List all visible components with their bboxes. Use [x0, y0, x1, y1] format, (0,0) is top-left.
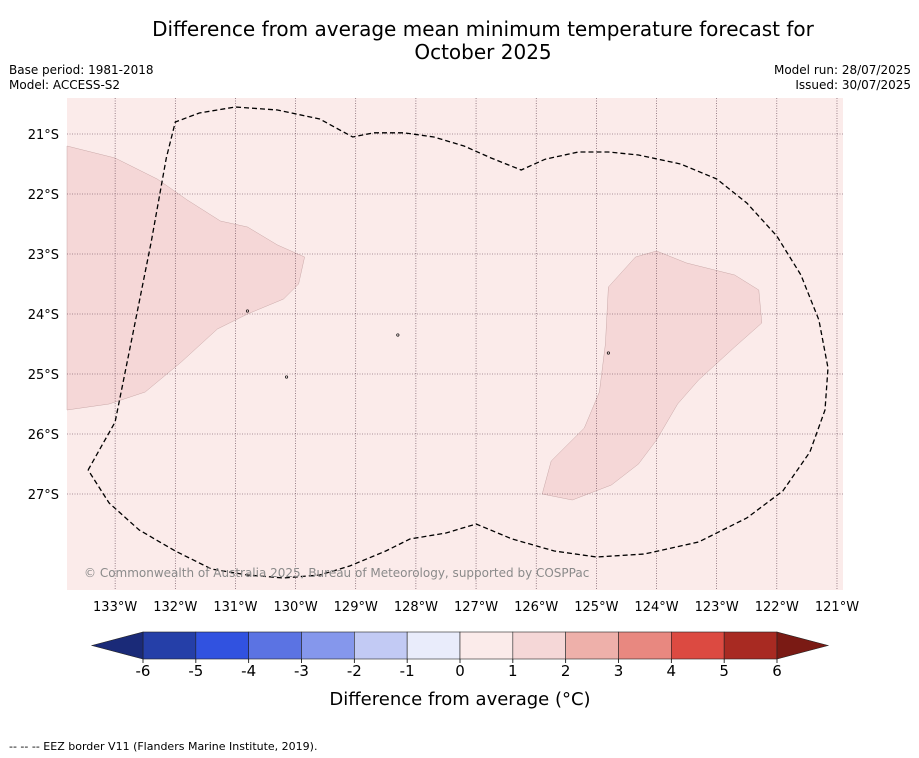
copyright-watermark: © Commonwealth of Australia 2025, Bureau… [84, 566, 589, 580]
lon-tick-label: 126°W [514, 600, 558, 615]
lat-tick-label: 27°S [28, 488, 59, 503]
island-marker [285, 375, 289, 379]
eez-footnote: -- -- -- EEZ border V11 (Flanders Marine… [9, 740, 318, 753]
colorbar-segment [354, 631, 408, 660]
title-line-1: Difference from average mean minimum tem… [152, 17, 814, 41]
info-right: Model run: 28/07/2025 Issued: 30/07/2025 [774, 63, 911, 93]
map-panel: 133°W 132°W 131°W 130°W 129°W 128°W 127°W 126°W… [28, 98, 859, 615]
lon-tick-label: 127°W [454, 600, 498, 615]
colorbar-tick-label: 1 [508, 662, 518, 680]
colorbar-segment [723, 631, 778, 660]
colorbar-tick-label: -3 [294, 662, 309, 680]
colorbar-segment [406, 631, 461, 660]
title-line-2: October 2025 [414, 40, 552, 64]
colorbar-tick-label: 6 [772, 662, 782, 680]
lon-tick-label: 132°W [153, 600, 197, 615]
island-marker [396, 333, 400, 337]
anomaly-region-east [541, 250, 763, 501]
lat-tick-label: 23°S [28, 248, 59, 263]
colorbar-tick-label: 2 [561, 662, 571, 680]
island-marker [245, 309, 250, 313]
lon-tick-label: 128°W [394, 600, 438, 615]
info-left: Base period: 1981-2018 Model: ACCESS-S2 [9, 63, 154, 93]
lon-tick-label: 121°W [815, 600, 859, 615]
colorbar-tick-label: 3 [614, 662, 624, 680]
model-run-text: Model run: 28/07/2025 [773, 63, 911, 77]
colorbar-segment [195, 631, 249, 660]
colorbar-segment [142, 631, 197, 660]
colorbar-segment [301, 631, 355, 660]
lat-tick-label: 21°S [28, 128, 59, 143]
lat-tick-label: 26°S [28, 428, 59, 443]
island-marker [606, 351, 610, 355]
issued-text: Issued: 30/07/2025 [795, 78, 911, 92]
colorbar-label: Difference from average (°C) [329, 689, 590, 710]
colorbar-tick-label: -2 [347, 662, 362, 680]
lon-tick-label: 133°W [93, 600, 137, 615]
colorbar-tick-label: 0 [455, 662, 465, 680]
colorbar-segment [565, 631, 619, 660]
lon-tick-label: 129°W [334, 600, 378, 615]
lon-tick-label: 125°W [574, 600, 618, 615]
colorbar-high-extend [776, 631, 830, 660]
colorbar-segment [671, 631, 725, 660]
colorbar-tick-label: -6 [136, 662, 151, 680]
lon-tick-label: 130°W [274, 600, 318, 615]
anomaly-region-west [66, 145, 305, 411]
colorbar-segment [459, 631, 514, 660]
lon-tick-label: 124°W [634, 600, 678, 615]
model-text: Model: ACCESS-S2 [9, 78, 121, 92]
colorbar-tick-label: -4 [241, 662, 256, 680]
colorbar-tick-label: 4 [667, 662, 677, 680]
lat-tick-label: 24°S [28, 308, 59, 323]
colorbar-segment [512, 631, 566, 660]
map-title: Difference from average mean minimum tem… [0, 18, 919, 64]
colorbar-tick-label: -1 [400, 662, 415, 680]
colorbar-segment [248, 631, 302, 660]
lon-tick-label: 131°W [213, 600, 257, 615]
lat-tick-label: 25°S [28, 368, 59, 383]
lon-tick-label: 122°W [755, 600, 799, 615]
lat-tick-label: 22°S [28, 188, 59, 203]
base-period-text: Base period: 1981-2018 [9, 63, 154, 77]
lon-tick-label: 123°W [695, 600, 739, 615]
colorbar-low-extend [90, 631, 144, 660]
colorbar-tick-label: 5 [719, 662, 729, 680]
colorbar-segment [618, 631, 672, 660]
colorbar-tick-label: -5 [188, 662, 203, 680]
eez-border [87, 106, 829, 579]
